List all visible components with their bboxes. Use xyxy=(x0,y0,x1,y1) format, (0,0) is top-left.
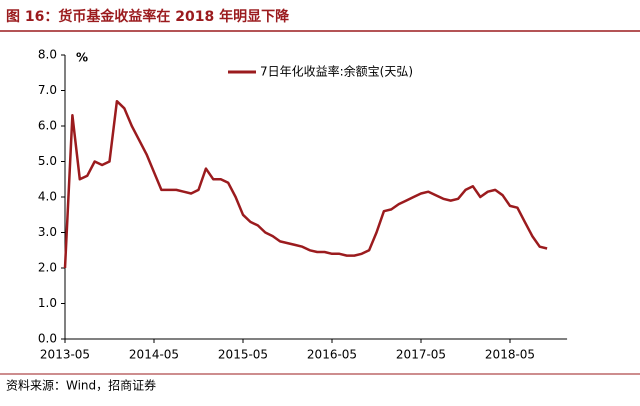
legend-label: 7日年化收益率:余额宝(天弘) xyxy=(260,64,413,79)
y-tick-label: 0.0 xyxy=(38,332,57,346)
source-note: 资料来源：Wind，招商证券 xyxy=(6,378,156,393)
x-tick-label: 2016-05 xyxy=(307,348,357,362)
x-tick-label: 2014-05 xyxy=(129,348,179,362)
x-tick-label: 2018-05 xyxy=(485,348,535,362)
y-tick-label: 7.0 xyxy=(38,83,57,97)
chart-title: 图 16：货币基金收益率在 2018 年明显下降 xyxy=(6,8,290,25)
y-tick-label: 8.0 xyxy=(38,48,57,62)
x-tick-label: 2017-05 xyxy=(396,348,446,362)
y-tick-label: 6.0 xyxy=(38,119,57,133)
x-tick-label: 2015-05 xyxy=(218,348,268,362)
y-tick-label: 1.0 xyxy=(38,296,57,310)
y-tick-label: 2.0 xyxy=(38,261,57,275)
y-tick-label: 3.0 xyxy=(38,225,57,239)
x-tick-label: 2013-05 xyxy=(40,348,90,362)
data-line xyxy=(63,99,548,269)
y-tick-label: 4.0 xyxy=(38,190,57,204)
y-axis-label: % xyxy=(76,51,88,65)
y-tick-label: 5.0 xyxy=(38,154,57,168)
